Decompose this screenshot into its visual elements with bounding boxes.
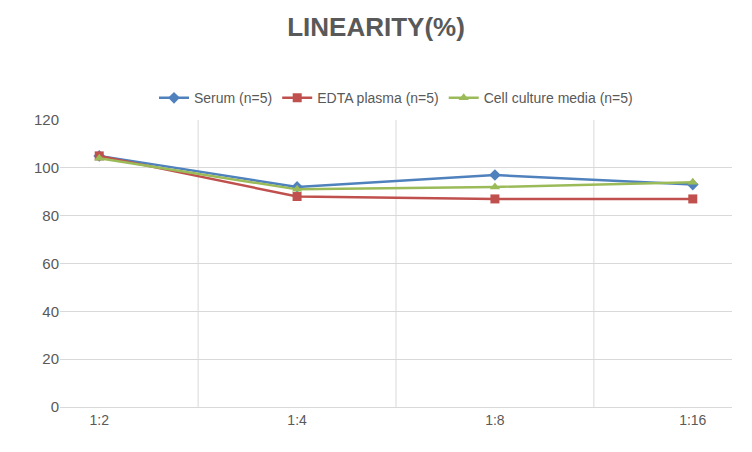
svg-text:1:8: 1:8 — [485, 412, 505, 428]
svg-text:0: 0 — [51, 398, 59, 415]
svg-text:80: 80 — [42, 207, 59, 224]
svg-text:100: 100 — [34, 159, 59, 176]
svg-text:1:16: 1:16 — [679, 412, 706, 428]
svg-text:40: 40 — [42, 303, 59, 320]
svg-text:1:2: 1:2 — [89, 412, 109, 428]
svg-text:120: 120 — [34, 111, 59, 128]
svg-text:Serum (n=5): Serum (n=5) — [194, 90, 272, 106]
svg-text:Cell culture media (n=5): Cell culture media (n=5) — [484, 90, 633, 106]
svg-text:60: 60 — [42, 255, 59, 272]
svg-text:EDTA plasma (n=5): EDTA plasma (n=5) — [317, 90, 439, 106]
svg-text:1:4: 1:4 — [287, 412, 307, 428]
svg-text:LINEARITY(%): LINEARITY(%) — [287, 12, 465, 42]
svg-text:20: 20 — [42, 350, 59, 367]
